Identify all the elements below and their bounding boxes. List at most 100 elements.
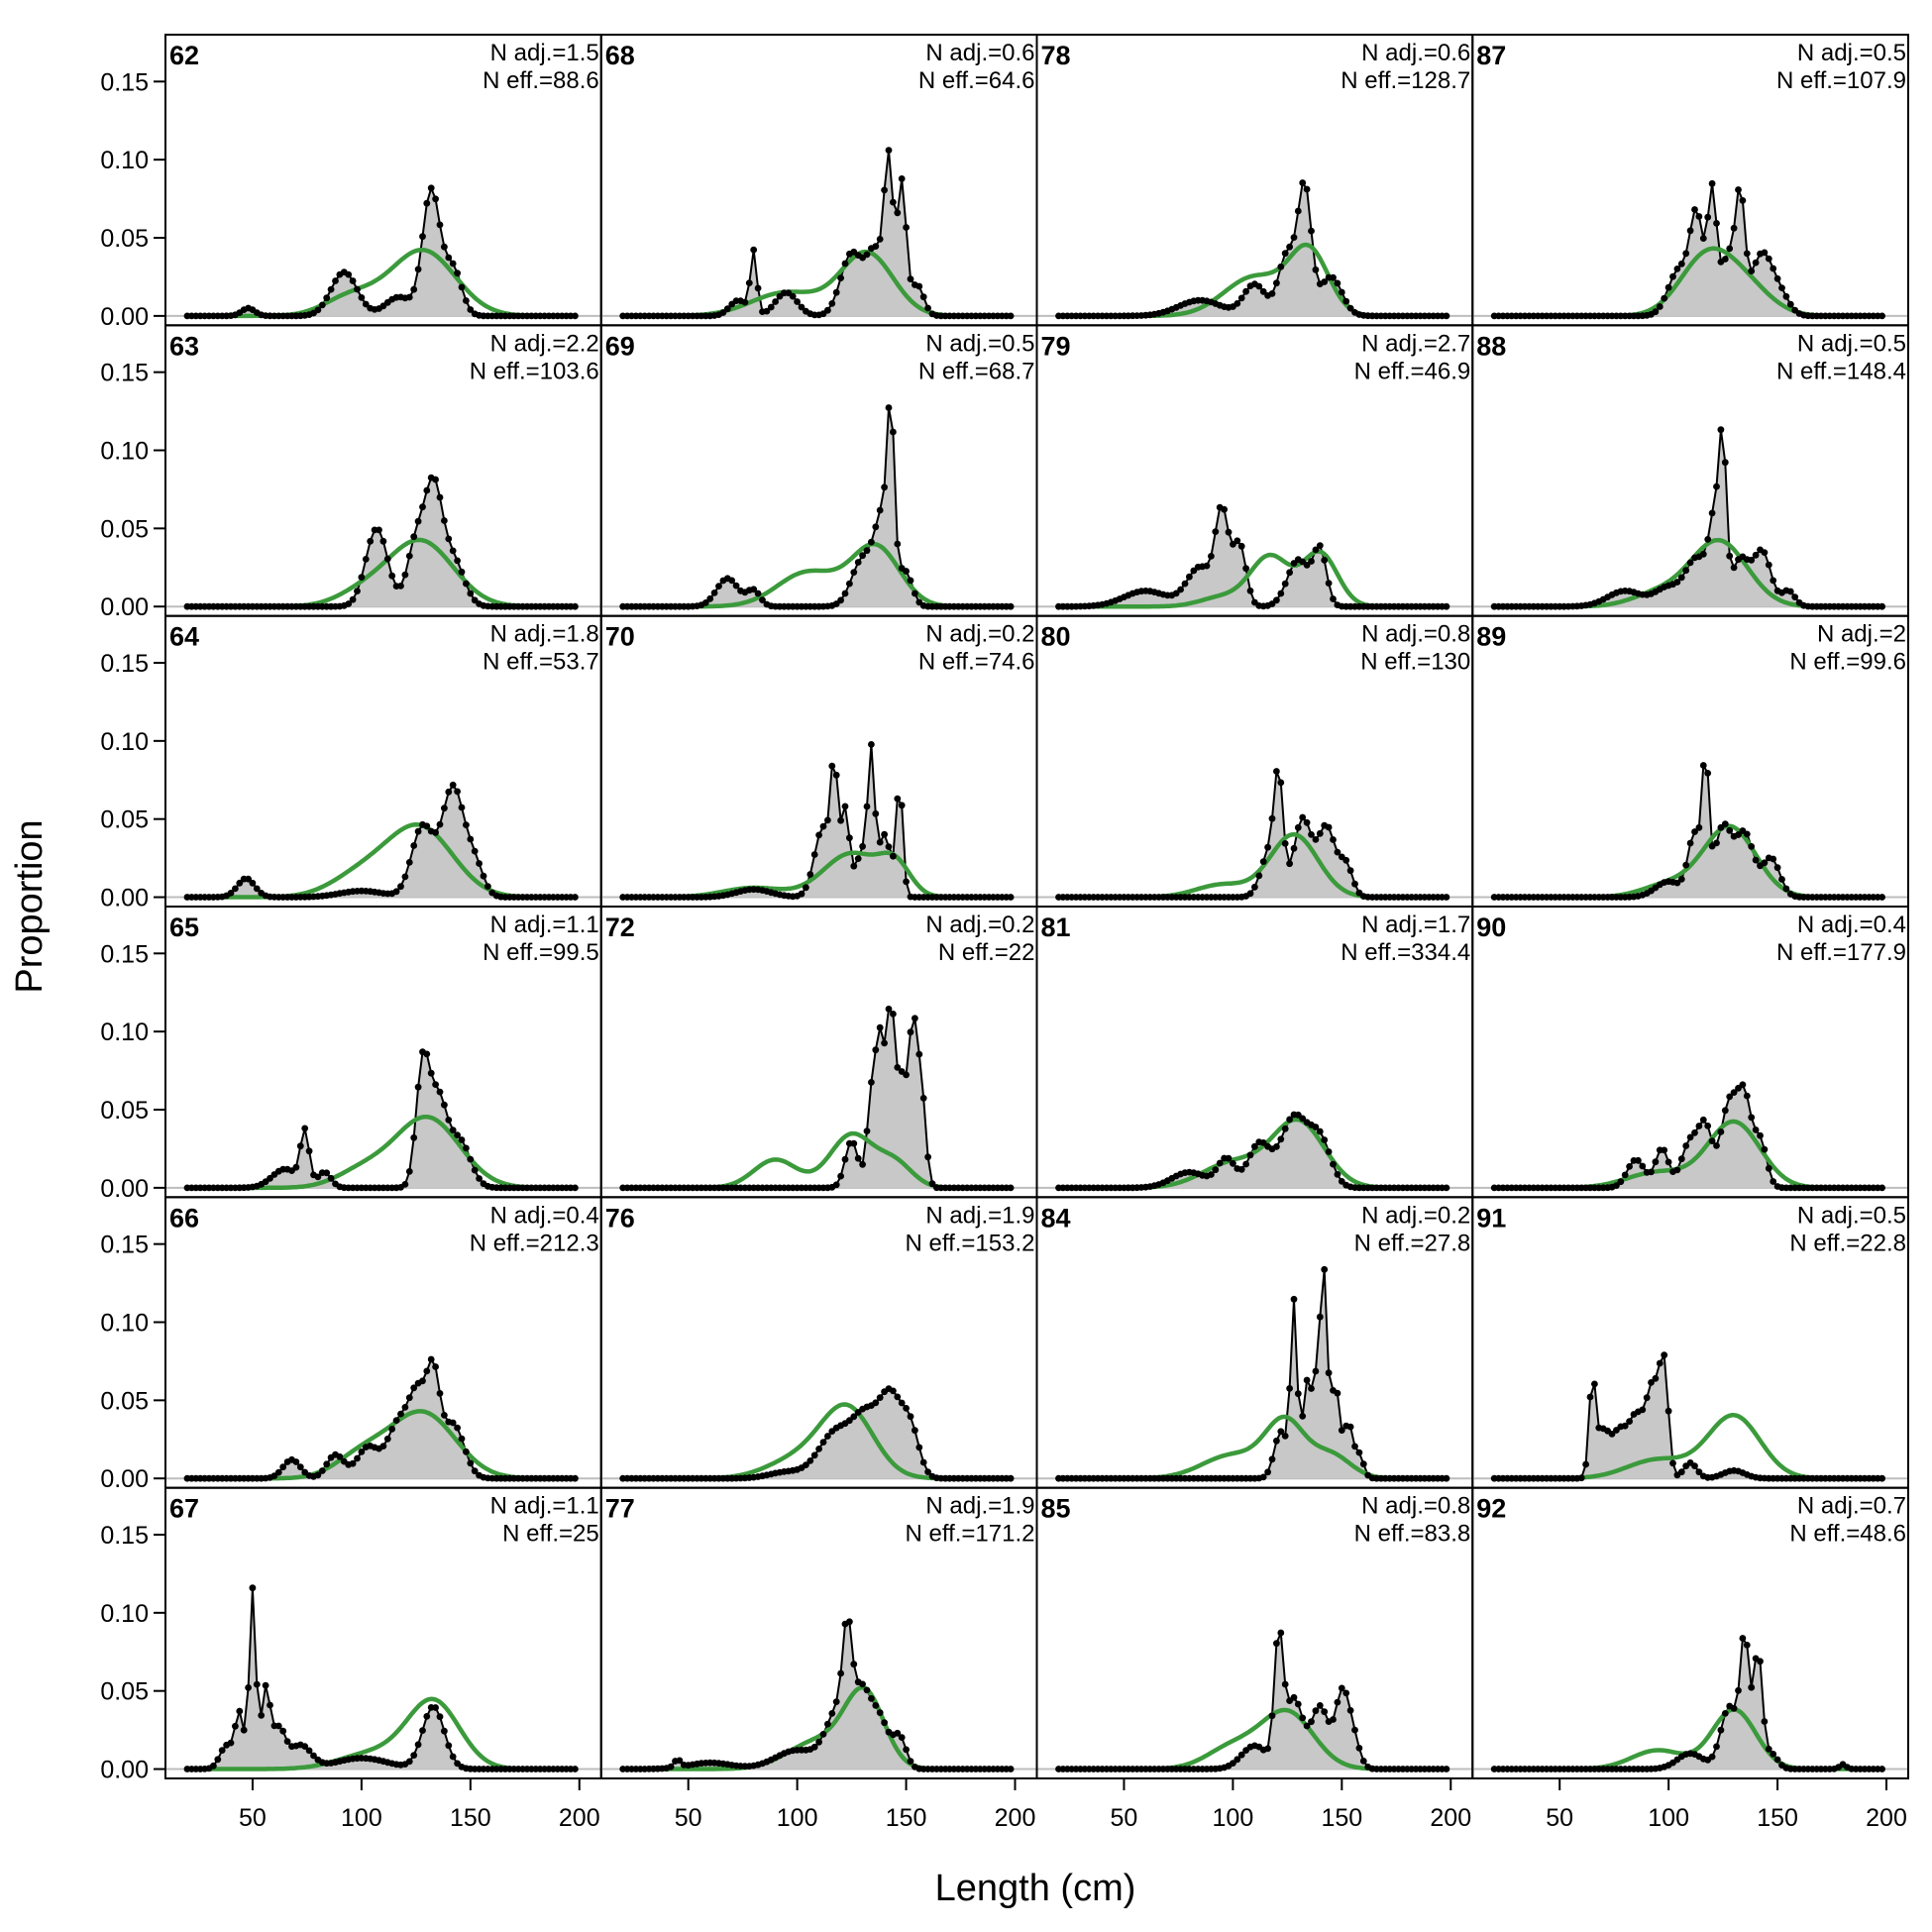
observed-point — [441, 1727, 448, 1735]
observed-line — [622, 407, 1012, 608]
observed-point — [1277, 1629, 1285, 1637]
observed-point — [427, 184, 435, 192]
observed-point — [388, 1426, 396, 1433]
observed-point — [1443, 312, 1450, 320]
observed-point — [872, 1702, 880, 1709]
panel-69: 69 N adj.=0.5N eff.=68.7 — [599, 324, 1038, 617]
observed-point — [1212, 528, 1220, 535]
observed-point — [471, 1166, 479, 1174]
observed-point — [423, 199, 431, 207]
observed-point — [1443, 1766, 1450, 1772]
observed-point — [1334, 1389, 1342, 1397]
observed-point — [1359, 1758, 1367, 1765]
observed-point — [1325, 823, 1333, 831]
observed-point — [1878, 1184, 1885, 1192]
observed-point — [1286, 243, 1293, 251]
observed-point — [445, 254, 453, 262]
observed-point — [436, 1713, 444, 1721]
observed-point — [1181, 580, 1189, 588]
observed-point — [903, 224, 910, 231]
observed-point — [745, 279, 753, 286]
observed-point — [667, 1763, 675, 1771]
observed-point — [806, 871, 814, 878]
observed-point — [1346, 1423, 1354, 1431]
observed-point — [1656, 303, 1664, 310]
panel-65: 65 N adj.=1.1N eff.=99.5 — [164, 906, 602, 1199]
observed-point — [232, 1722, 239, 1730]
observed-point — [292, 1163, 300, 1171]
observed-point — [815, 1738, 822, 1746]
panel-81: 81 N adj.=1.7N eff.=334.4 — [1035, 906, 1474, 1199]
observed-point — [414, 1083, 422, 1091]
observed-point — [332, 277, 339, 284]
panel-year-label: 81 — [1041, 912, 1071, 942]
observed-point — [1290, 234, 1298, 242]
panel-year-label: 90 — [1476, 912, 1506, 942]
observed-point — [1626, 1418, 1633, 1425]
observed-line — [187, 1050, 576, 1189]
observed-point — [1230, 1760, 1236, 1767]
y-axis-title: Proportion — [9, 819, 51, 993]
observed-point — [1708, 1753, 1716, 1761]
observed-point — [301, 1743, 309, 1750]
observed-point — [894, 795, 902, 803]
observed-point — [1677, 1155, 1685, 1163]
observed-point — [410, 842, 418, 849]
observed-point — [1351, 1726, 1358, 1734]
observed-point — [798, 890, 805, 898]
observed-point — [1695, 1468, 1703, 1476]
observed-point — [367, 537, 375, 545]
n-adj-label: N adj.=0.8 — [1361, 621, 1470, 648]
observed-point — [1342, 856, 1350, 864]
observed-point — [572, 1766, 579, 1772]
x-tick-label: 150 — [886, 1804, 927, 1832]
panel-frame — [1471, 1486, 1909, 1779]
observed-point — [1639, 1162, 1647, 1170]
observed-point — [1277, 590, 1285, 597]
observed-point — [837, 1669, 844, 1677]
observed-point — [1225, 528, 1233, 536]
observed-point — [572, 602, 579, 610]
panel-63: 63 N adj.=2.2N eff.=103.6 — [164, 324, 602, 617]
observed-point — [1586, 1393, 1594, 1401]
observed-point — [379, 537, 387, 545]
observed-point — [872, 1399, 880, 1407]
observed-point — [1730, 224, 1738, 232]
observed-point — [824, 306, 831, 314]
n-adj-label: N adj.=0.8 — [1361, 1493, 1470, 1520]
observed-point — [1643, 1394, 1651, 1402]
observed-point — [1878, 1766, 1885, 1772]
observed-point — [859, 552, 866, 560]
observed-point — [1259, 858, 1267, 865]
observed-point — [1321, 557, 1329, 564]
observed-point — [354, 285, 361, 293]
observed-area — [1494, 1354, 1882, 1479]
observed-point — [1743, 250, 1751, 258]
observed-point — [881, 186, 888, 194]
y-tick-label: 0.05 — [100, 1097, 149, 1125]
observed-point — [841, 1155, 849, 1163]
observed-point — [837, 1172, 844, 1180]
observed-point — [405, 552, 413, 560]
panel-year-label: 62 — [169, 41, 199, 70]
observed-point — [1177, 586, 1184, 593]
observed-point — [890, 852, 897, 860]
observed-point — [1208, 553, 1215, 560]
observed-point — [1007, 1184, 1015, 1192]
observed-point — [819, 1731, 827, 1738]
observed-point — [1268, 1455, 1276, 1463]
n-adj-label: N adj.=0.2 — [1361, 1202, 1470, 1229]
observed-point — [806, 1457, 814, 1464]
observed-point — [1786, 588, 1794, 595]
panel-year-label: 92 — [1476, 1494, 1506, 1524]
x-tick-label: 150 — [1757, 1804, 1798, 1832]
observed-point — [379, 1443, 387, 1449]
observed-point — [828, 762, 836, 770]
observed-point — [863, 547, 871, 555]
n-eff-label: N eff.=99.5 — [483, 939, 599, 966]
observed-point — [1212, 1166, 1220, 1174]
observed-point — [1007, 312, 1015, 320]
observed-area — [186, 1587, 576, 1770]
observed-line — [187, 184, 576, 317]
